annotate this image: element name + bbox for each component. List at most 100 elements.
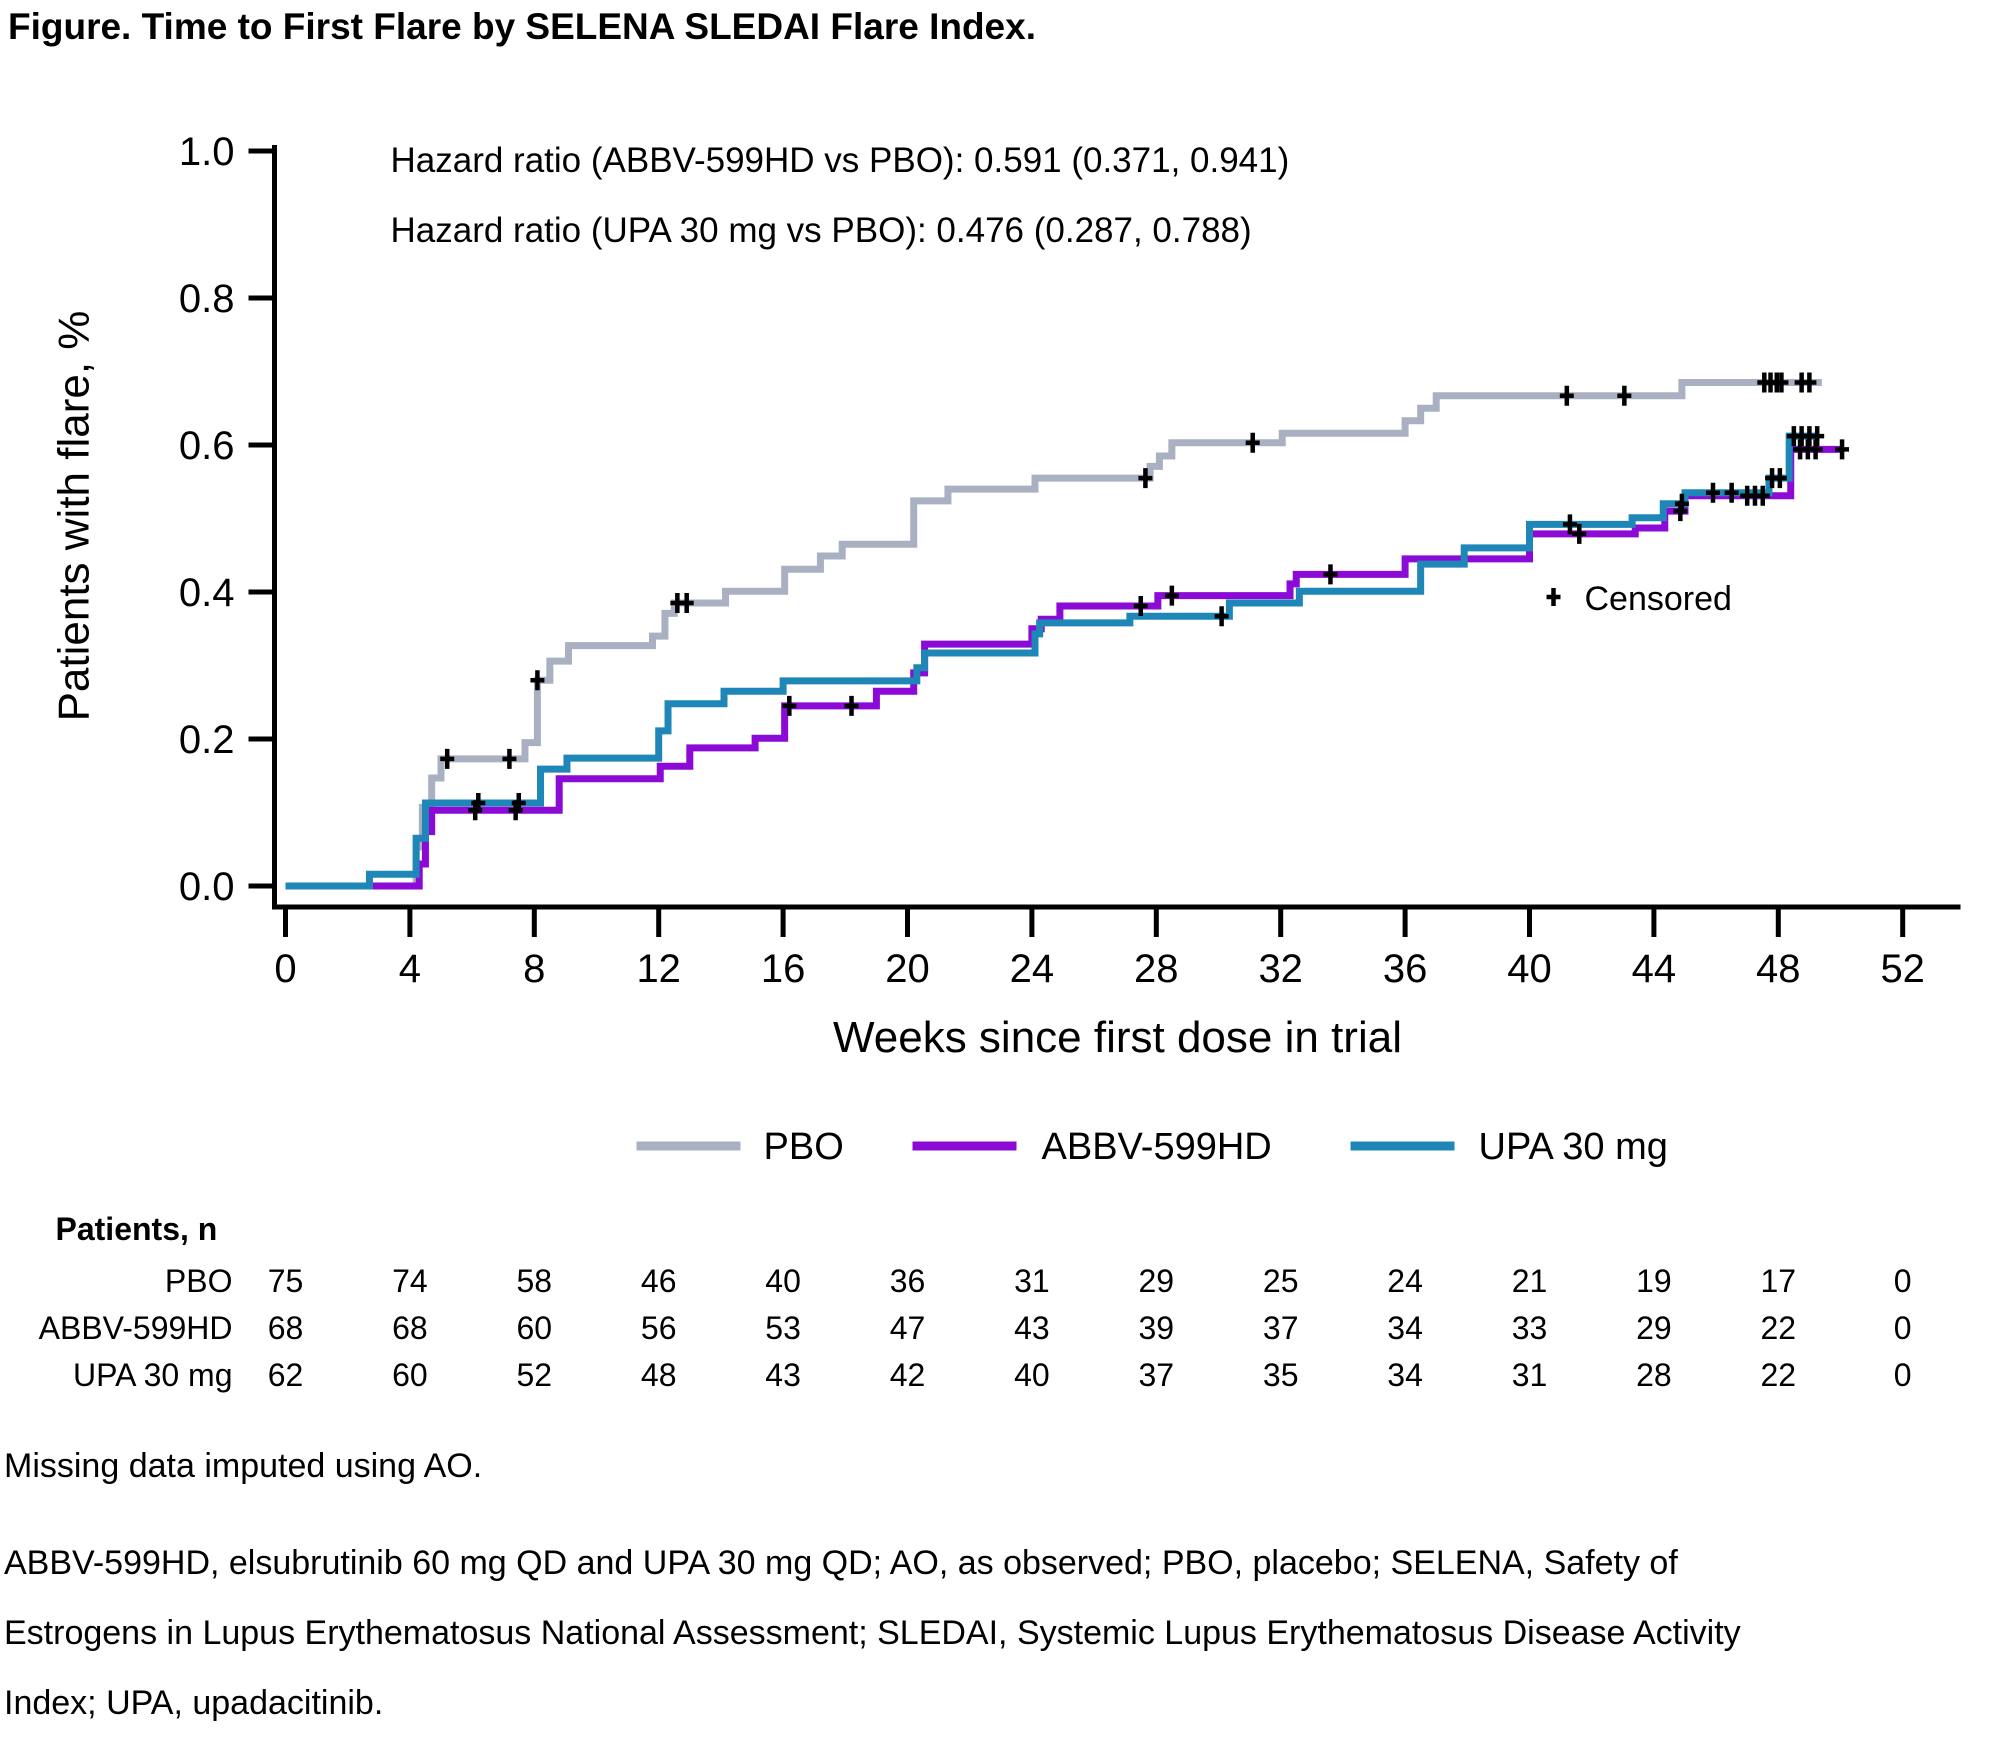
x-tick-label: 44	[1632, 947, 1677, 991]
risk-count: 25	[1263, 1263, 1299, 1299]
risk-count: 40	[1014, 1357, 1050, 1393]
censor-plus-icon	[1559, 385, 1574, 406]
censor-plus-icon	[1674, 493, 1689, 514]
censor-plus-icon	[844, 695, 859, 716]
censor-plus-icon	[782, 695, 797, 716]
x-tick-label: 28	[1134, 947, 1179, 991]
risk-count: 22	[1761, 1310, 1797, 1346]
censor-plus-icon	[1705, 482, 1720, 503]
risk-count: 28	[1636, 1357, 1672, 1393]
censor-plus-icon	[1724, 482, 1739, 503]
x-tick-label: 8	[523, 947, 545, 991]
risk-count: 17	[1761, 1263, 1797, 1299]
risk-count: 58	[517, 1263, 553, 1299]
risk-count: 0	[1894, 1357, 1912, 1393]
censor-plus-icon	[1835, 439, 1850, 460]
figure-title: Figure. Time to First Flare by SELENA SL…	[8, 6, 1036, 47]
censor-plus-icon	[1323, 564, 1338, 585]
censor-plus-icon	[471, 792, 486, 813]
risk-count: 37	[1263, 1310, 1299, 1346]
x-tick-label: 52	[1880, 947, 1925, 991]
x-axis-title: Weeks since first dose in trial	[833, 1013, 1402, 1062]
risk-count: 29	[1139, 1263, 1175, 1299]
censor-plus-icon	[502, 748, 517, 769]
risk-count: 31	[1014, 1263, 1050, 1299]
risk-row-label-ABBV-599HD: ABBV-599HD	[39, 1310, 233, 1346]
risk-count: 52	[517, 1357, 553, 1393]
censor-plus-icon	[1138, 468, 1153, 489]
risk-count: 36	[890, 1263, 926, 1299]
footnote-abbrev-line-2: Estrogens in Lupus Erythematosus Nationa…	[4, 1614, 1741, 1652]
risk-count: 48	[641, 1357, 677, 1393]
legend-group: PBO ABBV-599HD UPA 30 mg	[636, 1126, 1668, 1168]
censor-plus-icon	[1772, 468, 1787, 489]
axis-lines	[272, 145, 1961, 910]
risk-count: 40	[765, 1263, 801, 1299]
risk-count: 74	[392, 1263, 428, 1299]
x-tick-label: 16	[761, 947, 806, 991]
risk-count: 0	[1894, 1310, 1912, 1346]
footnote-abbrev-line-3: Index; UPA, upadacitinib.	[4, 1684, 384, 1722]
risk-count: 31	[1512, 1357, 1548, 1393]
y-tick-label: 0.6	[179, 424, 235, 468]
footnote-missing-data: Missing data imputed using AO.	[4, 1447, 483, 1485]
risk-count: 60	[392, 1357, 428, 1393]
censor-plus-icon	[530, 670, 545, 691]
risk-count: 47	[890, 1310, 926, 1346]
km-curve-UPA 30 mg	[285, 432, 1819, 890]
x-tick-label: 24	[1010, 947, 1055, 991]
censor-plus-icon	[1562, 514, 1577, 535]
censor-plus-icon	[1245, 432, 1260, 453]
risk-count: 34	[1387, 1310, 1423, 1346]
x-tick-label: 40	[1507, 947, 1552, 991]
risk-count: 37	[1139, 1357, 1175, 1393]
censor-plus-icon	[1214, 606, 1229, 627]
censored-legend-label: Censored	[1585, 580, 1732, 618]
y-tick-label: 1.0	[179, 130, 235, 174]
footnote-abbrev-line-1: ABBV-599HD, elsubrutinib 60 mg QD and UP…	[4, 1544, 1678, 1582]
censored-legend-group: Censored	[1546, 580, 1732, 618]
censor-plus-icon	[1755, 485, 1770, 506]
risk-count: 53	[765, 1310, 801, 1346]
risk-table-header: Patients, n	[56, 1211, 218, 1247]
x-tick-label: 32	[1258, 947, 1303, 991]
risk-count: 19	[1636, 1263, 1672, 1299]
annotations-group: Hazard ratio (ABBV-599HD vs PBO): 0.591 …	[391, 141, 1290, 250]
risk-count: 46	[641, 1263, 677, 1299]
censor-plus-icon	[1133, 595, 1148, 616]
risk-count: 22	[1761, 1357, 1797, 1393]
risk-count: 39	[1139, 1310, 1175, 1346]
legend-label-UPA 30 mg: UPA 30 mg	[1479, 1126, 1668, 1168]
hazard-ratio-annotation-1: Hazard ratio (ABBV-599HD vs PBO): 0.591 …	[391, 141, 1290, 180]
risk-row-label-UPA 30 mg: UPA 30 mg	[73, 1357, 232, 1393]
censor-plus-icon	[1802, 372, 1817, 393]
risk-count: 34	[1387, 1357, 1423, 1393]
censor-plus-icon	[1572, 523, 1587, 544]
y-tick-label: 0.2	[179, 718, 235, 762]
censor-plus-icon	[440, 748, 455, 769]
y-axis-title: Patients with flare, %	[50, 311, 99, 722]
footnote-abbreviations: ABBV-599HD, elsubrutinib 60 mg QD and UP…	[4, 1528, 1741, 1738]
censor-plus-icon	[1617, 385, 1632, 406]
risk-count: 24	[1387, 1263, 1423, 1299]
risk-count: 56	[641, 1310, 677, 1346]
km-curve-ABBV-599HD	[285, 445, 1844, 890]
risk-count: 29	[1636, 1310, 1672, 1346]
risk-count: 33	[1512, 1310, 1548, 1346]
x-tick-label: 0	[274, 947, 296, 991]
legend-label-ABBV-599HD: ABBV-599HD	[1042, 1126, 1272, 1168]
risk-count: 60	[517, 1310, 553, 1346]
risk-count: 42	[890, 1357, 926, 1393]
y-tick-label: 0.0	[179, 865, 235, 909]
legend-label-PBO: PBO	[764, 1126, 844, 1168]
risk-count: 21	[1512, 1263, 1548, 1299]
risk-count: 68	[268, 1310, 304, 1346]
risk-count: 43	[765, 1357, 801, 1393]
y-tick-label: 0.8	[179, 277, 235, 321]
risk-count: 35	[1263, 1357, 1299, 1393]
censor-plus-icon	[679, 593, 694, 614]
censor-plus-icon	[1810, 426, 1825, 447]
hazard-ratio-annotation-2: Hazard ratio (UPA 30 mg vs PBO): 0.476 (…	[391, 211, 1252, 250]
censor-plus-icon	[1774, 372, 1789, 393]
x-tick-label: 20	[885, 947, 930, 991]
